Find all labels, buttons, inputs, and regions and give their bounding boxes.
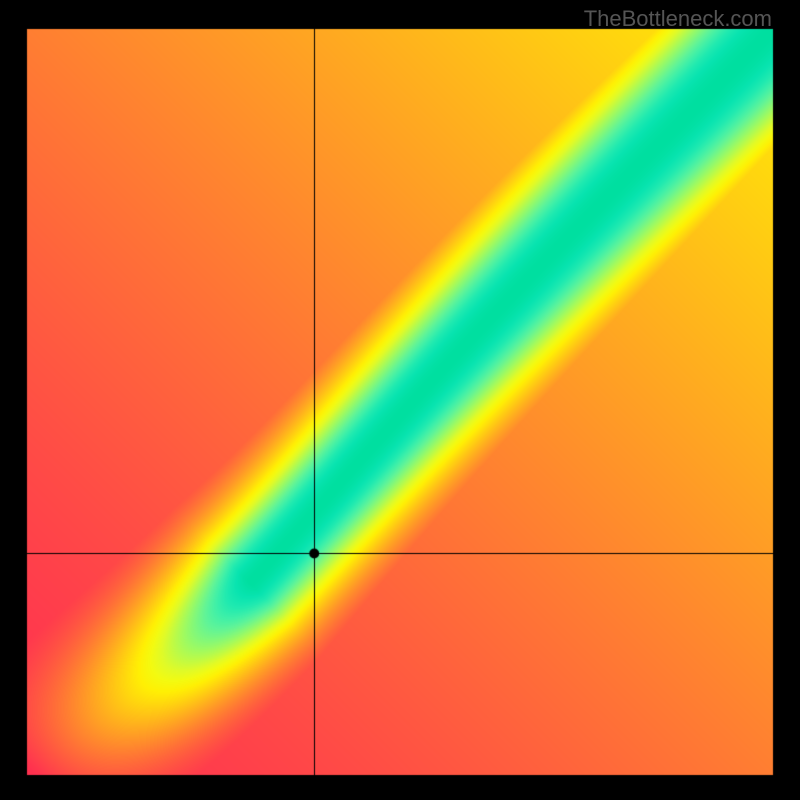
chart-container: TheBottleneck.com — [0, 0, 800, 800]
watermark-text: TheBottleneck.com — [584, 6, 772, 32]
bottleneck-heatmap — [0, 0, 800, 800]
